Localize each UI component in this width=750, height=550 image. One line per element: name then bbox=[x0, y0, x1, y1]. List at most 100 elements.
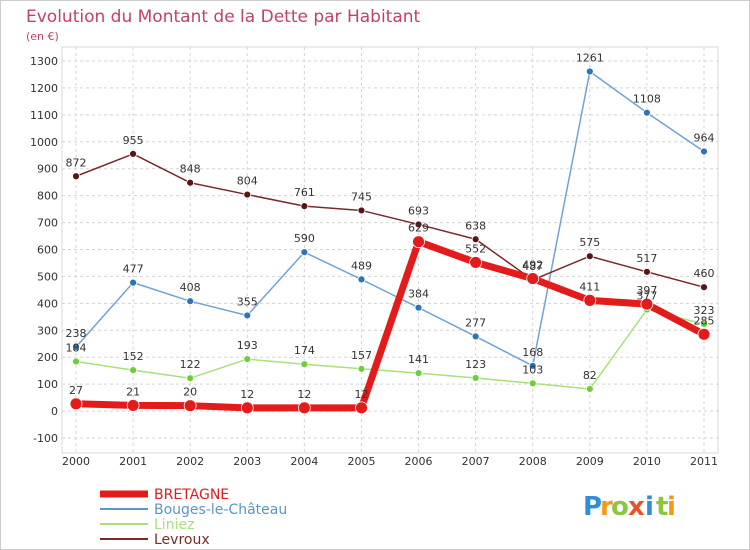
data-point bbox=[700, 320, 708, 328]
data-label: 460 bbox=[694, 267, 715, 280]
data-point bbox=[300, 360, 309, 369]
data-point bbox=[471, 374, 480, 382]
data-point bbox=[528, 361, 537, 370]
data-label: 397 bbox=[636, 284, 657, 297]
data-point bbox=[186, 374, 195, 383]
data-point bbox=[412, 235, 425, 249]
data-point bbox=[72, 357, 80, 366]
data-point bbox=[355, 401, 368, 415]
x-tick-label: 2008 bbox=[519, 455, 547, 468]
y-tick-label: 1100 bbox=[30, 109, 58, 122]
logo-letter: i bbox=[667, 492, 676, 522]
data-point bbox=[300, 202, 309, 211]
y-tick-label: 1300 bbox=[30, 55, 58, 68]
data-label: 872 bbox=[66, 156, 87, 169]
data-label: 804 bbox=[237, 175, 258, 188]
y-tick-label: 300 bbox=[37, 324, 58, 337]
data-point bbox=[186, 178, 195, 187]
x-tick-label: 2005 bbox=[347, 455, 375, 468]
logo-letter: P bbox=[583, 492, 602, 522]
data-label: 168 bbox=[522, 346, 543, 359]
data-label: 122 bbox=[180, 358, 201, 371]
data-label: 408 bbox=[180, 281, 201, 294]
logo-letter: t bbox=[656, 492, 668, 522]
data-label: 492 bbox=[522, 259, 543, 272]
chart-title: Evolution du Montant de la Dette par Hab… bbox=[26, 7, 421, 27]
data-label: 20 bbox=[183, 386, 197, 399]
data-label: 103 bbox=[522, 363, 543, 376]
data-label: 277 bbox=[465, 316, 486, 329]
logo-letter: i bbox=[645, 492, 654, 522]
data-point bbox=[526, 272, 540, 285]
data-point bbox=[471, 332, 480, 341]
y-tick-label: 0 bbox=[51, 405, 58, 418]
data-point bbox=[243, 190, 252, 199]
data-label: 384 bbox=[408, 288, 429, 301]
data-point bbox=[69, 397, 83, 411]
data-label: 552 bbox=[465, 242, 486, 255]
data-point bbox=[414, 220, 423, 229]
data-point bbox=[585, 385, 594, 393]
data-point bbox=[700, 283, 708, 292]
data-label: 12 bbox=[297, 388, 311, 401]
data-point bbox=[129, 278, 137, 287]
data-point bbox=[357, 364, 366, 373]
x-tick-label: 2000 bbox=[62, 455, 90, 468]
data-label: 964 bbox=[694, 131, 715, 144]
data-point bbox=[243, 311, 252, 320]
data-label: 12 bbox=[354, 388, 368, 401]
data-point bbox=[357, 275, 366, 284]
data-label: 184 bbox=[66, 342, 87, 355]
legend-label: Levroux bbox=[154, 532, 210, 548]
data-point bbox=[300, 248, 309, 257]
series-line-bouges-le-ch-teau bbox=[75, 70, 705, 367]
data-point bbox=[469, 256, 483, 269]
data-point bbox=[240, 401, 254, 415]
x-tick-label: 2002 bbox=[176, 455, 204, 468]
data-label: 21 bbox=[126, 385, 140, 398]
data-point bbox=[585, 67, 594, 76]
x-tick-label: 2004 bbox=[290, 455, 318, 468]
data-point bbox=[414, 303, 423, 312]
data-label: 629 bbox=[408, 222, 429, 235]
proxiti-logo: Pro x i ti bbox=[583, 492, 676, 522]
data-point bbox=[643, 267, 651, 276]
y-tick-label: 700 bbox=[37, 217, 58, 230]
series-line-liniez bbox=[75, 308, 705, 390]
y-tick-label: 500 bbox=[37, 270, 58, 283]
y-tick-label: 600 bbox=[37, 244, 58, 257]
data-label: 745 bbox=[351, 190, 372, 203]
y-tick-label: -100 bbox=[33, 432, 58, 445]
grid bbox=[61, 46, 719, 454]
data-point bbox=[297, 401, 311, 415]
data-point bbox=[640, 297, 654, 311]
data-label: 238 bbox=[66, 327, 87, 340]
data-point bbox=[183, 399, 197, 413]
data-label: 848 bbox=[180, 163, 201, 176]
data-label: 489 bbox=[351, 259, 372, 272]
chart-subtitle: (en €) bbox=[26, 30, 59, 43]
data-label: 152 bbox=[123, 350, 144, 363]
data-label: 693 bbox=[408, 204, 429, 217]
data-label: 174 bbox=[294, 344, 315, 357]
axes: -100 0 100 200 300 400 500 600 700 800 900 1000 1100… bbox=[30, 55, 718, 468]
data-label: 1261 bbox=[576, 52, 604, 65]
x-tick-label: 2001 bbox=[119, 455, 147, 468]
x-tick-label: 2007 bbox=[462, 455, 490, 468]
data-label: 1108 bbox=[633, 93, 661, 106]
data-point bbox=[186, 297, 195, 306]
data-point bbox=[697, 327, 711, 341]
data-point bbox=[72, 343, 80, 351]
legend-label: BRETAGNE bbox=[154, 487, 229, 503]
data-label: 477 bbox=[123, 263, 144, 276]
series-line-bretagne bbox=[72, 238, 708, 412]
data-point bbox=[126, 399, 140, 412]
y-tick-label: 200 bbox=[37, 351, 58, 364]
data-point bbox=[129, 150, 137, 158]
x-tick-label: 2006 bbox=[405, 455, 433, 468]
y-tick-label: 1000 bbox=[30, 136, 58, 149]
data-label: 157 bbox=[351, 349, 372, 362]
